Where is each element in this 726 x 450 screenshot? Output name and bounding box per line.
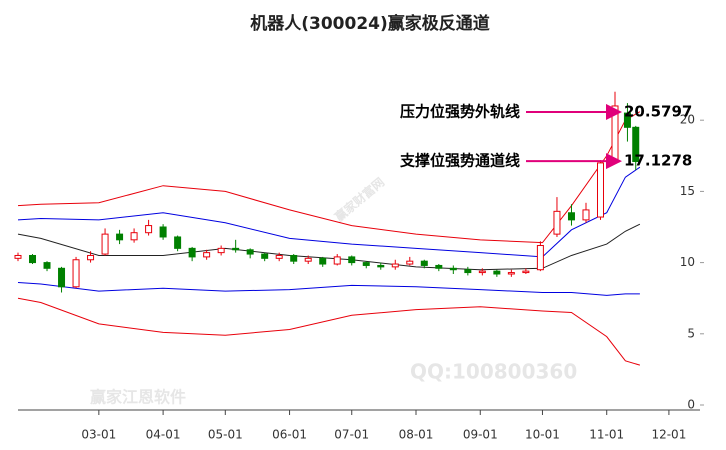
- candle-body: [116, 233, 124, 241]
- candle-body: [582, 209, 590, 221]
- candle-body: [522, 270, 530, 274]
- watermark: 赢家江恩软件: [90, 388, 186, 407]
- x-tick-label: 08-01: [399, 428, 434, 442]
- candle-body: [449, 267, 457, 271]
- y-tick-label: 0: [687, 398, 695, 412]
- candle-body: [623, 112, 631, 128]
- candle-body: [333, 256, 341, 265]
- watermark: QQ:100800360: [410, 360, 577, 384]
- candle-body: [536, 245, 544, 271]
- x-tick-label: 12-01: [651, 428, 686, 442]
- candle-body: [464, 269, 472, 274]
- candle-body: [43, 262, 51, 269]
- chart-title: 机器人(300024)赢家极反通道: [250, 13, 490, 34]
- candle-body: [507, 272, 515, 275]
- candle-body: [435, 264, 443, 269]
- candle-body: [87, 254, 95, 261]
- watermark: 赢家财富网: [332, 174, 388, 224]
- candle-body: [567, 212, 575, 221]
- y-tick-label: 20: [680, 113, 695, 127]
- candle-body: [275, 254, 283, 259]
- candle-body: [246, 249, 254, 255]
- x-tick-label: 10-01: [525, 428, 560, 442]
- candle-body: [478, 270, 486, 274]
- channel-line: [17, 111, 641, 244]
- annotation-value: 20.5797: [624, 102, 692, 120]
- candle-body: [159, 226, 167, 238]
- x-tick-label: 06-01: [272, 428, 307, 442]
- candle-body: [611, 105, 619, 161]
- candle-body: [145, 225, 153, 234]
- y-tick-label: 10: [680, 255, 695, 269]
- candle-body: [391, 263, 399, 268]
- candle-body: [130, 232, 138, 241]
- candle-body: [406, 260, 414, 265]
- x-tick-label: 03-01: [81, 428, 116, 442]
- candle-body: [58, 267, 66, 288]
- candle-body: [632, 126, 640, 162]
- candle-body: [14, 254, 22, 259]
- annotation-text: 支撑位强势通道线: [399, 152, 520, 170]
- candle-body: [377, 264, 385, 268]
- annotation-text: 压力位强势外轨线: [400, 102, 520, 120]
- candle-body: [290, 254, 298, 262]
- x-tick-label: 05-01: [208, 428, 243, 442]
- candle-body: [203, 252, 211, 258]
- candle-body: [304, 257, 312, 262]
- channel-line: [17, 166, 641, 258]
- annotation-value: 17.1278: [624, 152, 692, 170]
- y-tick-label: 5: [687, 326, 695, 340]
- x-tick-label: 09-01: [463, 428, 498, 442]
- candle-body: [348, 256, 356, 264]
- candle-body: [217, 247, 225, 254]
- candle-body: [420, 260, 428, 266]
- candle-body: [174, 236, 182, 249]
- candle-body: [553, 210, 561, 235]
- x-tick-label: 04-01: [146, 428, 181, 442]
- candle-body: [72, 259, 80, 288]
- channel-line: [17, 297, 641, 366]
- channel-line: [17, 282, 640, 296]
- candle-body: [319, 257, 327, 265]
- channel-line: [17, 223, 641, 271]
- candle-body: [188, 247, 196, 258]
- x-tick-label: 07-01: [334, 428, 369, 442]
- candle-body: [232, 247, 240, 251]
- candle-body: [29, 254, 37, 264]
- candle-body: [596, 162, 604, 218]
- candle-body: [493, 270, 501, 275]
- candle-body: [362, 262, 370, 266]
- y-tick-label: 15: [680, 184, 695, 198]
- candle-body: [101, 233, 109, 255]
- x-tick-label: 11-01: [589, 428, 624, 442]
- candle-body: [261, 253, 269, 259]
